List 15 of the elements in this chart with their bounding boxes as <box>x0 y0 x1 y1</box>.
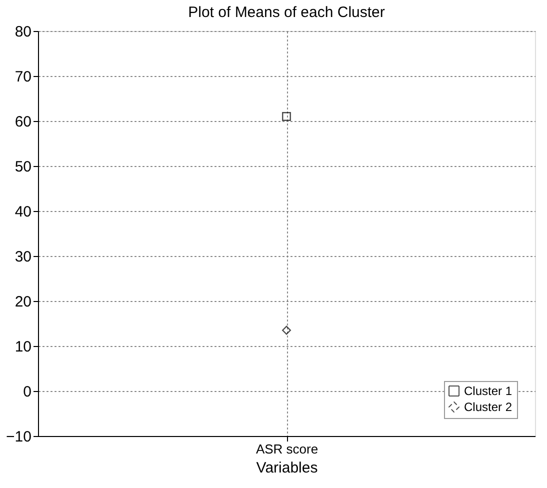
y-tick-label: 70 <box>14 68 32 86</box>
y-tick-label: 50 <box>14 158 32 176</box>
y-tick-label: 20 <box>14 294 32 310</box>
y-tick-label: 40 <box>14 204 32 220</box>
y-tick-label: −10 <box>6 428 32 446</box>
x-axis-title: Variables <box>256 460 318 476</box>
y-tick-label: 0 <box>23 384 32 400</box>
y-tick-label: 60 <box>14 114 32 130</box>
y-tick-label: 10 <box>14 338 32 356</box>
y-tick-label: 30 <box>14 248 32 266</box>
y-tick-label: 80 <box>14 24 32 40</box>
x-tick-label: ASR score <box>256 442 318 456</box>
chart-title: Plot of Means of each Cluster <box>188 4 385 21</box>
legend-label: Cluster 2 <box>464 400 512 414</box>
legend-label: Cluster 1 <box>464 384 512 398</box>
